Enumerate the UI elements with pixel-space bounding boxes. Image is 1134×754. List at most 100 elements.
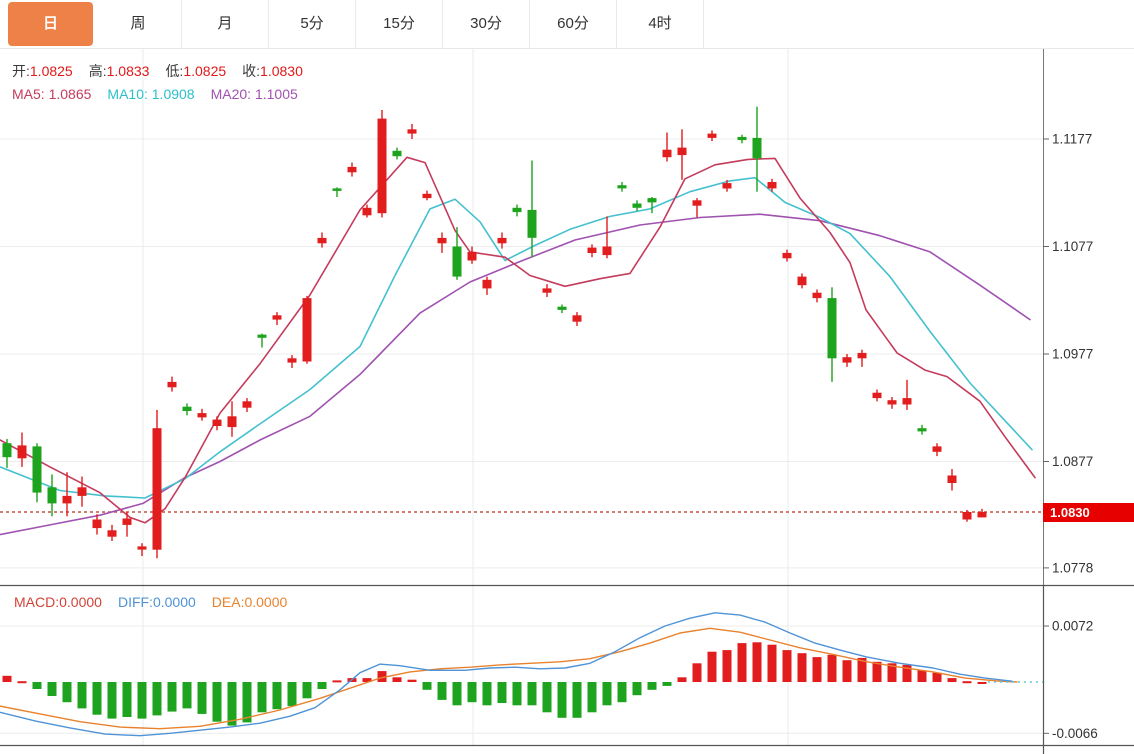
candle-body	[887, 400, 897, 405]
macd-histogram-bar	[632, 682, 642, 696]
price-tick-label: 1.0977	[1052, 347, 1093, 362]
tab-4时[interactable]: 4时	[617, 0, 704, 48]
candle-body	[347, 166, 357, 173]
candle-body	[962, 512, 972, 520]
macd-info-row: MACD:0.0000 DIFF:0.0000 DEA:0.0000	[14, 594, 303, 610]
candle-body	[377, 118, 387, 214]
macd-histogram-bar	[962, 681, 972, 684]
macd-histogram-bar	[482, 682, 492, 706]
price-tick-label: 1.1177	[1052, 132, 1092, 147]
candle-body	[917, 428, 927, 432]
candle-body	[842, 357, 852, 363]
macd-histogram-bar	[677, 677, 687, 682]
macd-histogram-bar	[917, 670, 927, 682]
ohlc-high: 高:1.0833	[88, 63, 150, 79]
macd-histogram-bar	[782, 650, 792, 682]
macd-value-1: MACD:0.0000	[14, 594, 102, 610]
macd-histogram-bar	[422, 682, 432, 690]
macd-histogram-bar	[752, 642, 762, 682]
candle-body	[527, 209, 537, 238]
candle-body	[287, 358, 297, 363]
macd-histogram-bar	[32, 682, 42, 689]
tab-15分[interactable]: 15分	[356, 0, 443, 48]
candle-body	[122, 518, 132, 525]
macd-histogram-bar	[317, 682, 327, 689]
macd-histogram-bar	[527, 682, 537, 706]
diff-line	[0, 612, 1013, 737]
candle-body	[497, 237, 507, 244]
tab-周[interactable]: 周	[95, 0, 182, 48]
candle-body	[602, 246, 612, 256]
candle-body	[467, 251, 477, 261]
macd-histogram-bar	[812, 657, 822, 682]
candle-body	[242, 401, 252, 408]
candle-body	[767, 182, 777, 189]
macd-tick-label: -0.0066	[1052, 726, 1098, 741]
candle-body	[77, 487, 87, 496]
ohlc-low: 低:1.0825	[165, 63, 227, 79]
macd-histogram-bar	[542, 682, 552, 713]
macd-histogram-bar	[392, 677, 402, 682]
candle-body	[422, 193, 432, 199]
macd-histogram-bar	[947, 678, 957, 682]
candle-body	[62, 495, 72, 504]
candle-body	[272, 315, 282, 320]
macd-histogram-bar	[287, 682, 297, 707]
macd-histogram-bar	[512, 682, 522, 706]
macd-histogram-bar	[932, 672, 942, 682]
candle-body	[137, 546, 147, 550]
macd-histogram-bar	[977, 682, 987, 684]
macd-histogram-bar	[497, 682, 507, 703]
candle-body	[227, 416, 237, 428]
macd-histogram-bar	[887, 663, 897, 682]
macd-histogram-bar	[107, 682, 117, 719]
macd-tick-label: 0.0072	[1052, 619, 1093, 634]
macd-histogram-bar	[152, 682, 162, 716]
candle-body	[107, 530, 117, 537]
macd-histogram-bar	[572, 682, 582, 718]
macd-histogram-bar	[212, 682, 222, 722]
ohlc-close: 收:1.0830	[242, 63, 303, 79]
tab-月[interactable]: 月	[182, 0, 269, 48]
candle-body	[647, 198, 657, 203]
candle-body	[932, 446, 942, 452]
period-tabbar: 日周月 5分 15分 30分 60分 4时	[0, 0, 1134, 49]
last-price-badge: 1.0830	[1043, 503, 1134, 522]
ohlc-info-row: 开:1.0825 高:1.0833 低:1.0825 收:1.0830	[12, 61, 319, 81]
candle-body	[812, 292, 822, 299]
candle-body	[617, 185, 627, 189]
macd-histogram-bar	[602, 682, 612, 706]
candle-body	[542, 288, 552, 293]
macd-histogram-bar	[332, 680, 342, 683]
candle-body	[857, 352, 867, 359]
candle-body	[17, 445, 27, 459]
macd-histogram-bar	[557, 682, 567, 718]
candle-body	[692, 200, 702, 206]
macd-histogram-bar	[227, 682, 237, 726]
macd-histogram-bar	[437, 682, 447, 700]
candle-body	[302, 298, 312, 362]
tab-30分[interactable]: 30分	[443, 0, 530, 48]
candle-body	[452, 246, 462, 277]
macd-histogram-bar	[377, 671, 387, 682]
macd-histogram-bar	[707, 651, 717, 682]
tab-60分[interactable]: 60分	[530, 0, 617, 48]
candle-body	[2, 443, 12, 458]
macd-histogram-bar	[197, 682, 207, 714]
macd-histogram-bar	[767, 644, 777, 682]
macd-histogram-bar	[47, 682, 57, 696]
tab-日[interactable]: 日	[8, 2, 93, 46]
candle-body	[182, 406, 192, 411]
macd-histogram-bar	[872, 661, 882, 682]
candle-body	[332, 188, 342, 191]
macd-histogram-bar	[182, 682, 192, 709]
candle-body	[782, 252, 792, 259]
candle-body	[92, 519, 102, 529]
candle-body	[392, 150, 402, 157]
macd-histogram-bar	[827, 654, 837, 682]
tab-5分[interactable]: 5分	[269, 0, 356, 48]
macd-histogram-bar	[2, 675, 12, 682]
macd-histogram-bar	[587, 682, 597, 713]
